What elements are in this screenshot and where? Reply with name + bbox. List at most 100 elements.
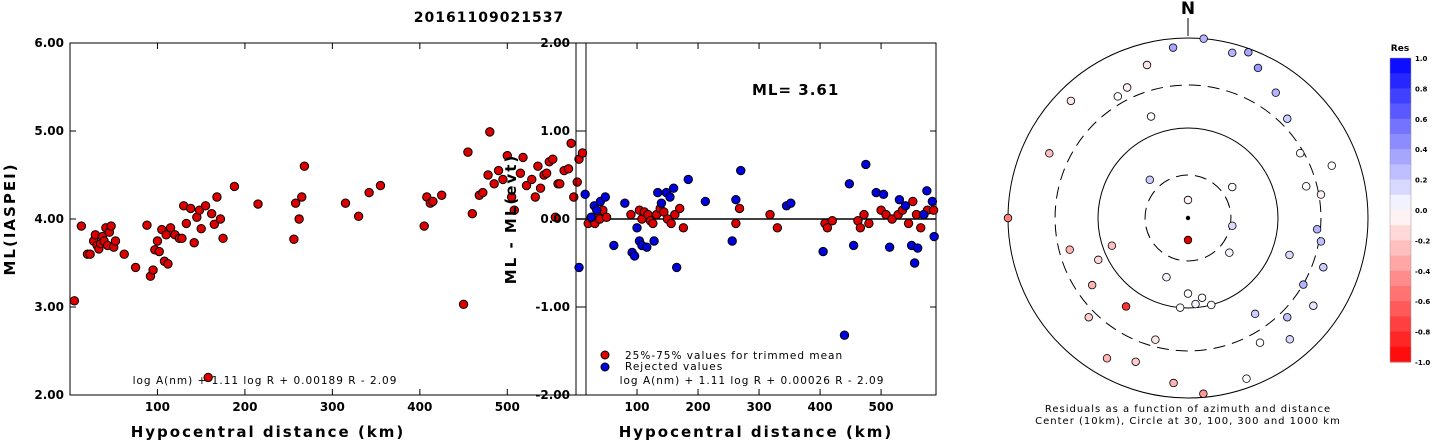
colorbar-tick-label: 0.8 (1415, 85, 1428, 93)
colorbar-swatch (1390, 134, 1411, 150)
y-tick-label: -2.00 (535, 388, 570, 402)
ml-station-point (340, 198, 351, 208)
rejected-residual-point (878, 189, 889, 200)
legend-rejected-label: Rejected values (625, 361, 723, 373)
ml-station-point (463, 147, 473, 157)
rejected-residual-point (649, 236, 659, 246)
ml-station-point (209, 219, 220, 229)
trimmed-residual-point (827, 216, 837, 226)
station-residual-marker (1084, 313, 1093, 322)
residual-colorbar: 1.0 0.8 0.6 0.4 0.2 0.0 -0.2 -0.4 -0.6 -0.8 -1.0 (1389, 55, 1430, 367)
ml-station-point (541, 168, 552, 178)
x-tick-label: 100 (145, 400, 170, 414)
trimmed-residual-point (731, 218, 741, 229)
station-residual-marker (1121, 302, 1131, 311)
x-tick-label: 100 (624, 400, 649, 414)
station-residual-marker (1316, 190, 1326, 199)
ml-x-axis-label: Hypocentral distance (km) (131, 423, 406, 441)
station-residual-marker (1271, 88, 1280, 97)
trimmed-residual-point (765, 209, 775, 220)
station-residual-marker (1244, 48, 1253, 57)
colorbar-swatch (1390, 103, 1411, 120)
ml-station-point (110, 236, 121, 246)
station-residual-marker (1327, 161, 1336, 170)
ml-y-ticks: 2.00 3.00 4.00 5.00 6.00 (34, 36, 586, 402)
epicenter-marker (1185, 215, 1191, 221)
residual-y-axis-label: ML - ML(evt) (502, 154, 520, 284)
rejected-residual-point (620, 198, 630, 208)
station-residual-marker (1250, 309, 1260, 319)
station-residual-points (1003, 34, 1336, 398)
y-tick-label: 1.00 (540, 124, 570, 138)
y-tick-label: 2.00 (34, 388, 64, 402)
ml-station-point (569, 192, 579, 202)
trimmed-residual-point (822, 223, 833, 233)
trimmed-residual-point (928, 205, 939, 215)
station-residual-marker (1065, 245, 1074, 254)
ml-station-point (478, 187, 488, 198)
ml-station-point (436, 190, 447, 200)
trimmed-residual-point (601, 212, 612, 222)
station-residual-marker (1045, 149, 1054, 158)
ml-station-point (196, 223, 206, 234)
station-residual-marker (1309, 301, 1318, 310)
station-residual-marker (1296, 148, 1305, 158)
station-residual-marker (1151, 335, 1160, 344)
legend-trimmed-label: 25%-75% values for trimmed mean (625, 350, 843, 362)
trimmed-residual-point (648, 218, 658, 229)
residual-points (574, 159, 939, 340)
colorbar-tick-label: -0.8 (1415, 329, 1430, 337)
colorbar-swatch (1390, 58, 1411, 74)
rejected-residual-point (609, 240, 619, 251)
x-tick-label: 300 (747, 400, 772, 414)
trimmed-residual-point (670, 209, 680, 220)
ml-station-point (215, 214, 226, 224)
rejected-residual-point (848, 240, 859, 251)
colorbar-swatch (1390, 270, 1411, 287)
station-residual-marker (1299, 280, 1308, 289)
station-residual-marker (1169, 378, 1178, 388)
ml-station-point (253, 199, 263, 209)
station-residual-marker (1191, 299, 1200, 309)
colorbar-tick-label: -0.6 (1415, 298, 1430, 306)
ml-station-point (550, 212, 561, 222)
ml-station-point (572, 177, 582, 187)
ml-station-point (130, 262, 141, 273)
x-tick-label: 400 (808, 400, 833, 414)
rejected-residual-point (665, 192, 675, 202)
colorbar-tick-label: 1.0 (1415, 55, 1428, 63)
rejected-residual-point (656, 198, 667, 208)
ml-station-point (530, 192, 540, 202)
residual-vs-distance-panel: -2.00 -1.00 0.00 1.00 2.00 100 200 300 400 500 M… (502, 36, 939, 441)
colorbar-tick-label: 0.2 (1415, 177, 1428, 185)
x-tick-label: 300 (320, 400, 345, 414)
ml-station-point (181, 218, 192, 229)
ml-station-point (485, 127, 495, 137)
y-tick-label: 0.00 (540, 212, 570, 226)
station-residual-marker (1146, 112, 1156, 121)
rejected-residual-point (592, 205, 602, 215)
residual-x-axis-label: Hypocentral distance (km) (619, 423, 894, 441)
ml-station-point (493, 165, 504, 176)
ml-station-point (375, 180, 386, 191)
ml-station-point (142, 220, 152, 230)
trimmed-residual-point (626, 209, 636, 220)
x-tick-label: 500 (869, 400, 894, 414)
y-tick-label: 5.00 (34, 124, 64, 138)
ml-station-point (506, 192, 517, 202)
trimmed-residual-point (903, 218, 914, 229)
trimmed-residual-point (734, 203, 745, 214)
station-residual-marker (1285, 250, 1294, 260)
ml-station-point (163, 259, 173, 269)
station-residual-marker (1199, 34, 1208, 43)
colorbar-swatch (1390, 149, 1411, 165)
y-tick-label: -1.00 (535, 300, 570, 314)
ml-station-point (290, 198, 301, 208)
rejected-residual-point (844, 179, 855, 189)
rejected-residual-point (727, 236, 737, 246)
ml-station-point (577, 148, 588, 158)
ml-station-point (203, 372, 213, 383)
ml-station-point (294, 214, 304, 224)
station-residual-marker (1255, 338, 1265, 347)
